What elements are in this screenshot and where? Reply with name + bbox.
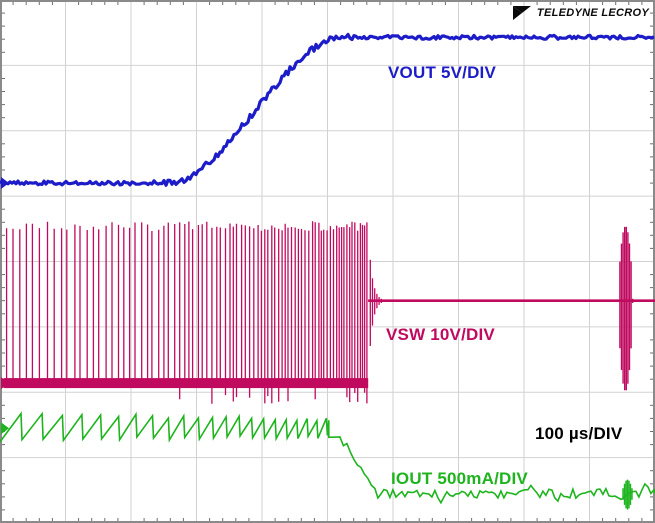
timebase-label: 100 µs/DIV <box>535 424 623 443</box>
logo-flag-icon <box>512 6 531 20</box>
teledyne-lecroy-logo: TELEDYNE LECROY <box>511 5 649 21</box>
logo-text: TELEDYNE LECROY <box>536 7 649 19</box>
vsw-trace-label: VSW 10V/DIV <box>386 325 495 344</box>
vout-trace-label: VOUT 5V/DIV <box>388 63 497 82</box>
iout-trace-label: IOUT 500mA/DIV <box>391 469 528 488</box>
